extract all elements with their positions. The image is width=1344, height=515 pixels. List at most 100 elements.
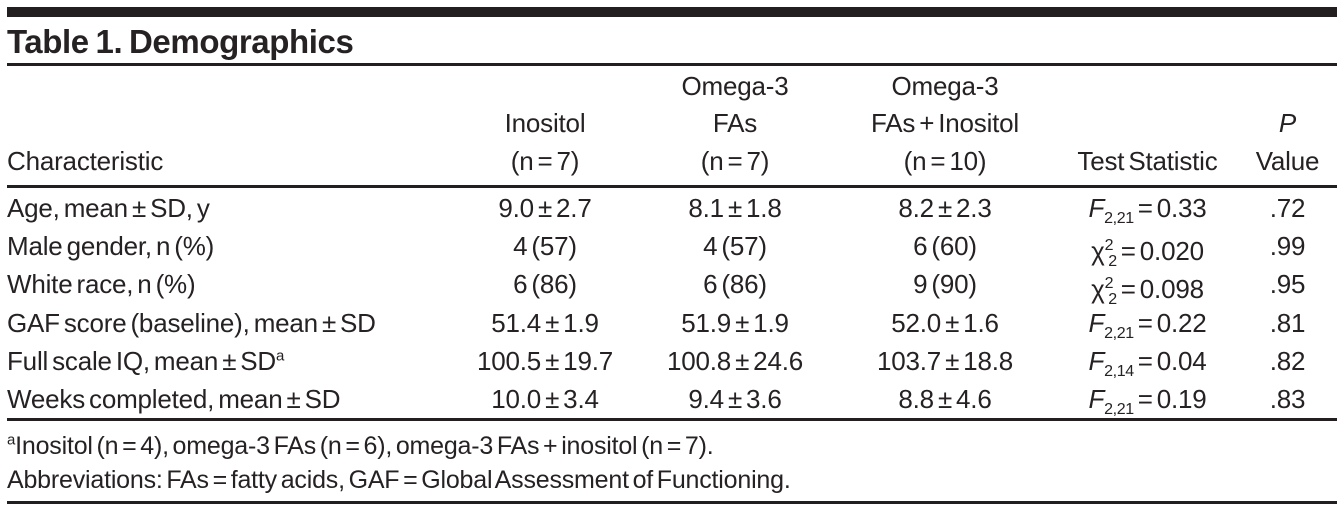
stat-value: 0.04 <box>1156 345 1207 376</box>
stat-symbol: F <box>1088 383 1105 414</box>
cell-p-value: .83 <box>1269 383 1306 414</box>
stat-value: 0.020 <box>1139 236 1204 267</box>
cell-omega3: 51.9 ± 1.9 <box>681 307 789 338</box>
header-line: P <box>1278 108 1297 138</box>
stat-value: 0.33 <box>1156 193 1207 223</box>
column-header-omega3-inositol: Omega-3 FAs + Inositol (n = 10) <box>830 68 1060 186</box>
footnote-marker: a <box>276 347 285 365</box>
title-rule <box>7 63 1337 66</box>
stat-subscript: 2,21 <box>1104 210 1134 227</box>
table-row: GAF score (baseline), mean ± SD 51.4 ± 1.… <box>0 304 1344 342</box>
cell-characteristic: Weeks completed, mean ± SD <box>7 380 450 418</box>
footnote-text: Inositol (n = 4), omega-3 FAs (n = 6), o… <box>15 432 714 460</box>
cell-inositol: 100.5 ± 19.7 <box>477 345 613 376</box>
cell-omega3-inositol: 9 (90) <box>913 269 977 300</box>
table-row: Full scale IQ, mean ± SDa 100.5 ± 19.7 100… <box>0 342 1344 380</box>
characteristic-label: Weeks completed, mean ± SD <box>7 383 341 414</box>
table-row: Male gender, n (%) 4 (57) 4 (57) 6 (60) χ22 =… <box>0 227 1344 270</box>
characteristic-label: GAF score (baseline), mean ± SD <box>7 307 376 338</box>
header-rule <box>7 185 1337 188</box>
cell-omega3: 8.1 ± 1.8 <box>688 193 782 223</box>
cell-omega3: 9.4 ± 3.6 <box>688 383 782 414</box>
header-row: Characteristic Inositol (n = 7) Omega-3 FAs (… <box>7 66 1340 185</box>
cell-omega3: 6 (86) <box>703 269 767 300</box>
top-bar <box>7 7 1337 17</box>
column-header-test-statistic: Test Statistic <box>1060 143 1235 186</box>
stat-superscript: 2 <box>1104 275 1114 293</box>
stat-subscript: 2,14 <box>1104 362 1134 380</box>
cell-omega3-inositol: 8.8 ± 4.6 <box>898 383 992 414</box>
cell-characteristic: White race, n (%) <box>7 265 450 303</box>
characteristic-label: Age, mean ± SD, y <box>7 193 210 223</box>
column-header-p-value: P Value <box>1235 105 1340 185</box>
cell-test-statistic: χ22 = 0.020 <box>1060 227 1235 270</box>
cell-characteristic: Male gender, n (%) <box>7 227 450 265</box>
table-title: Table 1. Demographics <box>7 23 354 60</box>
equals-sign: = <box>1120 274 1136 305</box>
table-row: Age, mean ± SD, y 9.0 ± 2.7 8.1 ± 1.8 8.2 ±… <box>0 189 1344 227</box>
stat-value: 0.19 <box>1156 383 1207 414</box>
bottom-rule <box>7 501 1337 504</box>
cell-inositol: 10.0 ± 3.4 <box>491 383 599 414</box>
stat-symbol: F <box>1088 345 1105 376</box>
characteristic-label: Male gender, n (%) <box>7 231 215 262</box>
footnote-marker: a <box>7 431 16 449</box>
data-rule <box>7 418 1337 421</box>
header-line: FAs <box>712 108 758 138</box>
column-header-inositol: Inositol (n = 7) <box>450 105 640 185</box>
stat-subscript: 2,21 <box>1104 324 1134 342</box>
column-header-characteristic: Characteristic <box>7 143 450 186</box>
cell-omega3-inositol: 52.0 ± 1.6 <box>891 307 999 338</box>
header-line: Omega-3 <box>681 70 789 101</box>
cell-omega3: 4 (57) <box>703 231 767 262</box>
header-line: Omega-3 <box>891 70 999 101</box>
equals-sign: = <box>1137 345 1153 376</box>
table-row: White race, n (%) 6 (86) 6 (86) 9 (90) χ22 = 0… <box>0 265 1344 308</box>
stat-subscript: 2,21 <box>1104 400 1134 418</box>
cell-test-statistic: F2,14 = 0.04 <box>1060 342 1235 380</box>
stat-symbol: F <box>1088 193 1105 223</box>
stat-subscript: 2 <box>1108 291 1117 309</box>
equals-sign: = <box>1137 307 1153 338</box>
cell-test-statistic: F2,21 = 0.33 <box>1060 189 1235 227</box>
header-line: Inositol <box>504 108 586 138</box>
header-line: (n = 7) <box>510 145 580 176</box>
stat-symbol: χ <box>1091 274 1105 305</box>
cell-p-value: .81 <box>1269 307 1306 338</box>
header-line: Test Statistic <box>1077 145 1218 176</box>
cell-omega3: 100.8 ± 24.6 <box>667 345 803 376</box>
header-line: FAs + Inositol <box>871 108 1019 138</box>
header-line: (n = 7) <box>700 145 770 176</box>
cell-omega3-inositol: 8.2 ± 2.3 <box>898 193 992 223</box>
cell-test-statistic: χ22 = 0.098 <box>1060 265 1235 308</box>
cell-p-value: .99 <box>1269 231 1306 262</box>
characteristic-label: White race, n (%) <box>7 269 196 300</box>
header-line: Value <box>1255 145 1320 176</box>
equals-sign: = <box>1120 236 1136 267</box>
characteristic-label: Full scale IQ, mean ± SD <box>7 345 277 376</box>
footnote-sample-sizes: aInositol (n = 4), omega-3 FAs (n = 6), … <box>7 429 791 463</box>
cell-test-statistic: F2,21 = 0.22 <box>1060 304 1235 342</box>
cell-characteristic: GAF score (baseline), mean ± SD <box>7 304 450 342</box>
stat-value: 0.22 <box>1156 307 1207 338</box>
cell-p-value: .82 <box>1269 345 1306 376</box>
cell-inositol: 9.0 ± 2.7 <box>498 193 592 223</box>
header-line: Characteristic <box>7 145 164 176</box>
footnote-abbreviations: Abbreviations: FAs = fatty acids, GAF = … <box>7 463 791 497</box>
cell-omega3-inositol: 103.7 ± 18.8 <box>877 345 1013 376</box>
footnote-text: Abbreviations: FAs = fatty acids, GAF = … <box>7 466 791 494</box>
header-line: (n = 10) <box>903 145 987 176</box>
cell-inositol: 6 (86) <box>513 269 577 300</box>
cell-inositol: 51.4 ± 1.9 <box>491 307 599 338</box>
cell-inositol: 4 (57) <box>513 231 577 262</box>
cell-test-statistic: F2,21 = 0.19 <box>1060 380 1235 418</box>
cell-p-value: .95 <box>1269 269 1306 300</box>
cell-omega3-inositol: 6 (60) <box>913 231 977 262</box>
footnotes: aInositol (n = 4), omega-3 FAs (n = 6), … <box>7 429 791 497</box>
table-body: Age, mean ± SD, y 9.0 ± 2.7 8.1 ± 1.8 8.2 ±… <box>0 189 1344 418</box>
cell-characteristic: Age, mean ± SD, y <box>7 189 450 227</box>
stat-subscript: 2 <box>1108 253 1117 271</box>
cell-characteristic: Full scale IQ, mean ± SDa <box>7 342 450 380</box>
equals-sign: = <box>1137 383 1153 414</box>
